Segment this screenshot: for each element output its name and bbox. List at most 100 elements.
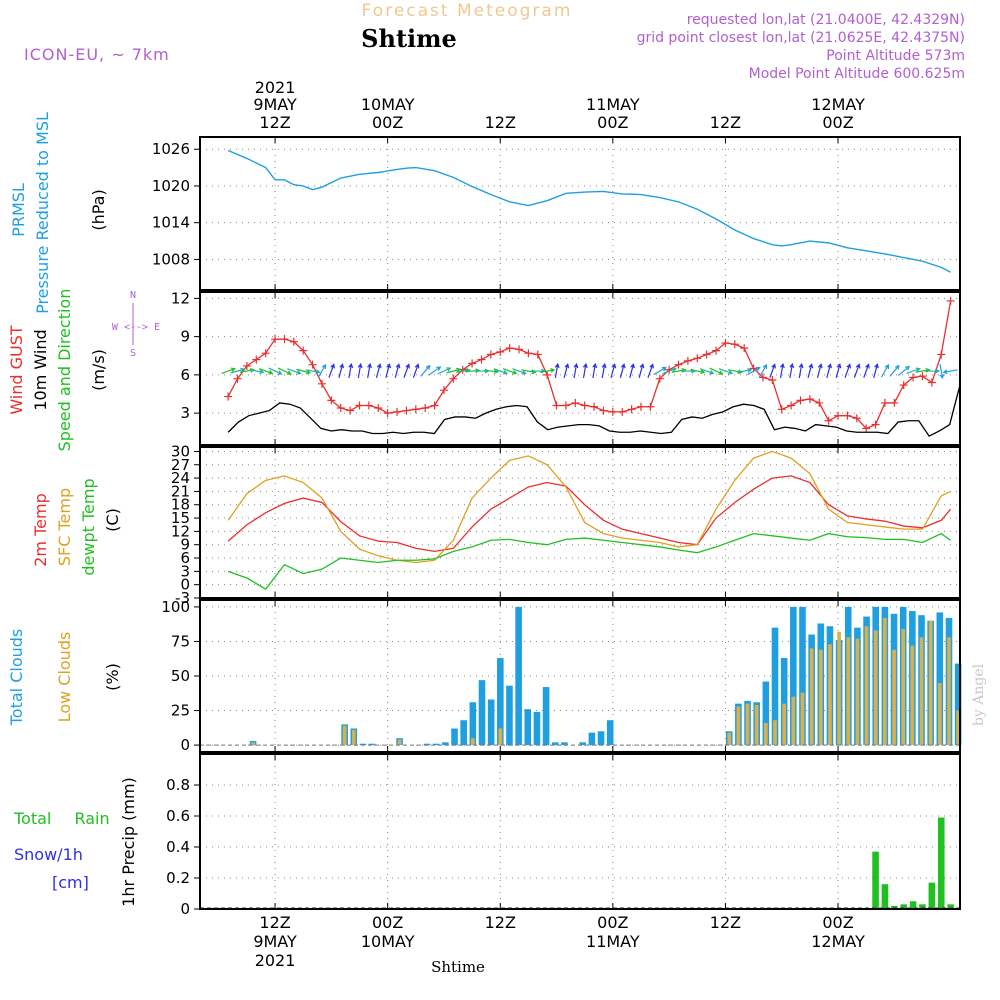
gust-marker — [646, 402, 655, 411]
rain-bar — [891, 905, 898, 909]
rain-bar — [919, 904, 926, 909]
y-tick-label: 15 — [171, 509, 190, 527]
y-tick-label: 12 — [171, 522, 190, 540]
top-year-label: 2021 — [255, 78, 296, 97]
bottom-hour-label: 00Z — [597, 913, 628, 932]
low-cloud-bar — [745, 703, 750, 746]
wind-direction-arrow — [296, 368, 312, 375]
wind-direction-arrow — [835, 363, 842, 378]
wind-direction-arrow — [573, 362, 579, 379]
panel-frame — [199, 136, 961, 291]
gust-marker — [242, 361, 251, 370]
gust-marker — [787, 401, 796, 410]
wind-direction-arrow — [512, 368, 527, 375]
low-cloud-bar — [846, 637, 851, 746]
y-tick-label: 9 — [180, 328, 190, 346]
low-cloud-bar — [251, 742, 255, 746]
gust-marker — [374, 404, 383, 413]
sfc-temp-line — [227, 450, 951, 564]
gust-marker — [683, 356, 692, 365]
total-cloud-bar — [487, 699, 495, 746]
wind-direction-arrow — [699, 368, 715, 375]
low-cloud-bar — [736, 706, 741, 746]
gust-marker — [477, 355, 486, 364]
y-tick-label: 18 — [171, 496, 190, 514]
bottom-date-label: 10MAY — [361, 932, 415, 951]
gust-marker — [486, 350, 495, 359]
wind-direction-arrow — [737, 367, 753, 373]
hpa-unit-label: (hPa) — [89, 189, 108, 230]
gust-marker — [224, 392, 233, 401]
low-cloud-bar — [919, 637, 924, 746]
wind-direction-arrow — [446, 367, 462, 374]
low-cloud-bar — [800, 692, 805, 746]
wind-direction-arrow — [789, 362, 795, 379]
wind-direction-arrow — [662, 367, 677, 375]
gust-marker — [439, 386, 448, 395]
low-cloud-bar — [351, 729, 356, 746]
low-cloud-bar — [828, 644, 832, 746]
bottom-date-label: 9MAY — [253, 932, 297, 951]
y-tick-label: 0 — [180, 576, 190, 594]
gust-marker — [918, 372, 927, 381]
wind-direction-arrow — [258, 368, 274, 375]
wind-direction-arrow — [277, 367, 292, 375]
pressure-msl-label: Pressure Reduced to MSL — [33, 112, 52, 314]
low-cloud-bar — [928, 620, 933, 746]
wind-direction-arrow — [412, 363, 420, 378]
gust-marker — [599, 406, 608, 415]
precip-labels: Total Rain Snow/1h [cm] 1hr Precip (mm) — [13, 777, 138, 907]
wind-direction-arrow — [939, 364, 945, 380]
top-hour-label: 12Z — [710, 113, 741, 132]
prmsl-label: PRMSL — [9, 183, 28, 237]
gust-marker — [909, 373, 918, 382]
bottom-date-label: 12MAY — [811, 932, 865, 951]
low-cloud-bar — [809, 648, 814, 746]
gust-marker — [890, 398, 899, 407]
wind-direction-arrow — [807, 363, 814, 378]
total-cloud-bar — [954, 663, 962, 746]
y-tick-label: 1014 — [152, 214, 190, 232]
wind-direction-arrow — [653, 366, 667, 376]
bottom-year-label: 2021 — [255, 951, 296, 970]
gust-marker — [927, 378, 936, 387]
gust-marker — [533, 350, 542, 359]
wind-direction-arrow — [540, 367, 556, 373]
wind-direction-arrow — [880, 363, 890, 378]
gust-marker — [693, 354, 702, 363]
low-cloud-bar — [498, 728, 503, 746]
low-cloud-bar — [342, 725, 347, 746]
gust-marker — [843, 411, 852, 420]
y-tick-label: 25 — [171, 702, 190, 720]
temp2m-label: 2m Temp — [31, 493, 50, 567]
y-tick-label: 1026 — [152, 140, 190, 158]
wind-direction-arrow — [357, 362, 363, 379]
bottom-hour-label: 00Z — [372, 913, 403, 932]
speed-dir-label: Speed and Direction — [55, 289, 74, 452]
low-cloud-bar — [782, 703, 787, 746]
gust-marker — [740, 344, 749, 353]
total-cloud-bar — [451, 728, 458, 746]
total-cloud-bar — [533, 711, 541, 746]
low-cloud-bar — [937, 682, 942, 746]
bottom-hour-label: 12Z — [485, 913, 516, 932]
top-hour-label: 00Z — [822, 113, 853, 132]
gust-marker — [946, 296, 955, 305]
total-cloud-bar — [579, 742, 587, 746]
wind-direction-arrow — [428, 366, 442, 376]
gust-marker — [937, 350, 946, 359]
low-cloud-bar — [397, 739, 402, 746]
gust-marker — [618, 407, 627, 416]
wind-direction-arrow — [338, 363, 345, 378]
wind-direction-arrow — [906, 367, 921, 375]
wind-direction-arrow — [348, 362, 354, 379]
gust-marker — [862, 424, 871, 433]
y-tick-label: 3 — [180, 404, 190, 422]
gust-marker — [824, 416, 833, 425]
grid-coords: grid point closest lon,lat (21.0625E, 42… — [637, 30, 965, 46]
low-cloud-bar — [892, 649, 896, 746]
wind-direction-arrow — [826, 363, 832, 378]
wind-direction-arrow — [592, 362, 598, 379]
panel-frame — [199, 753, 961, 910]
